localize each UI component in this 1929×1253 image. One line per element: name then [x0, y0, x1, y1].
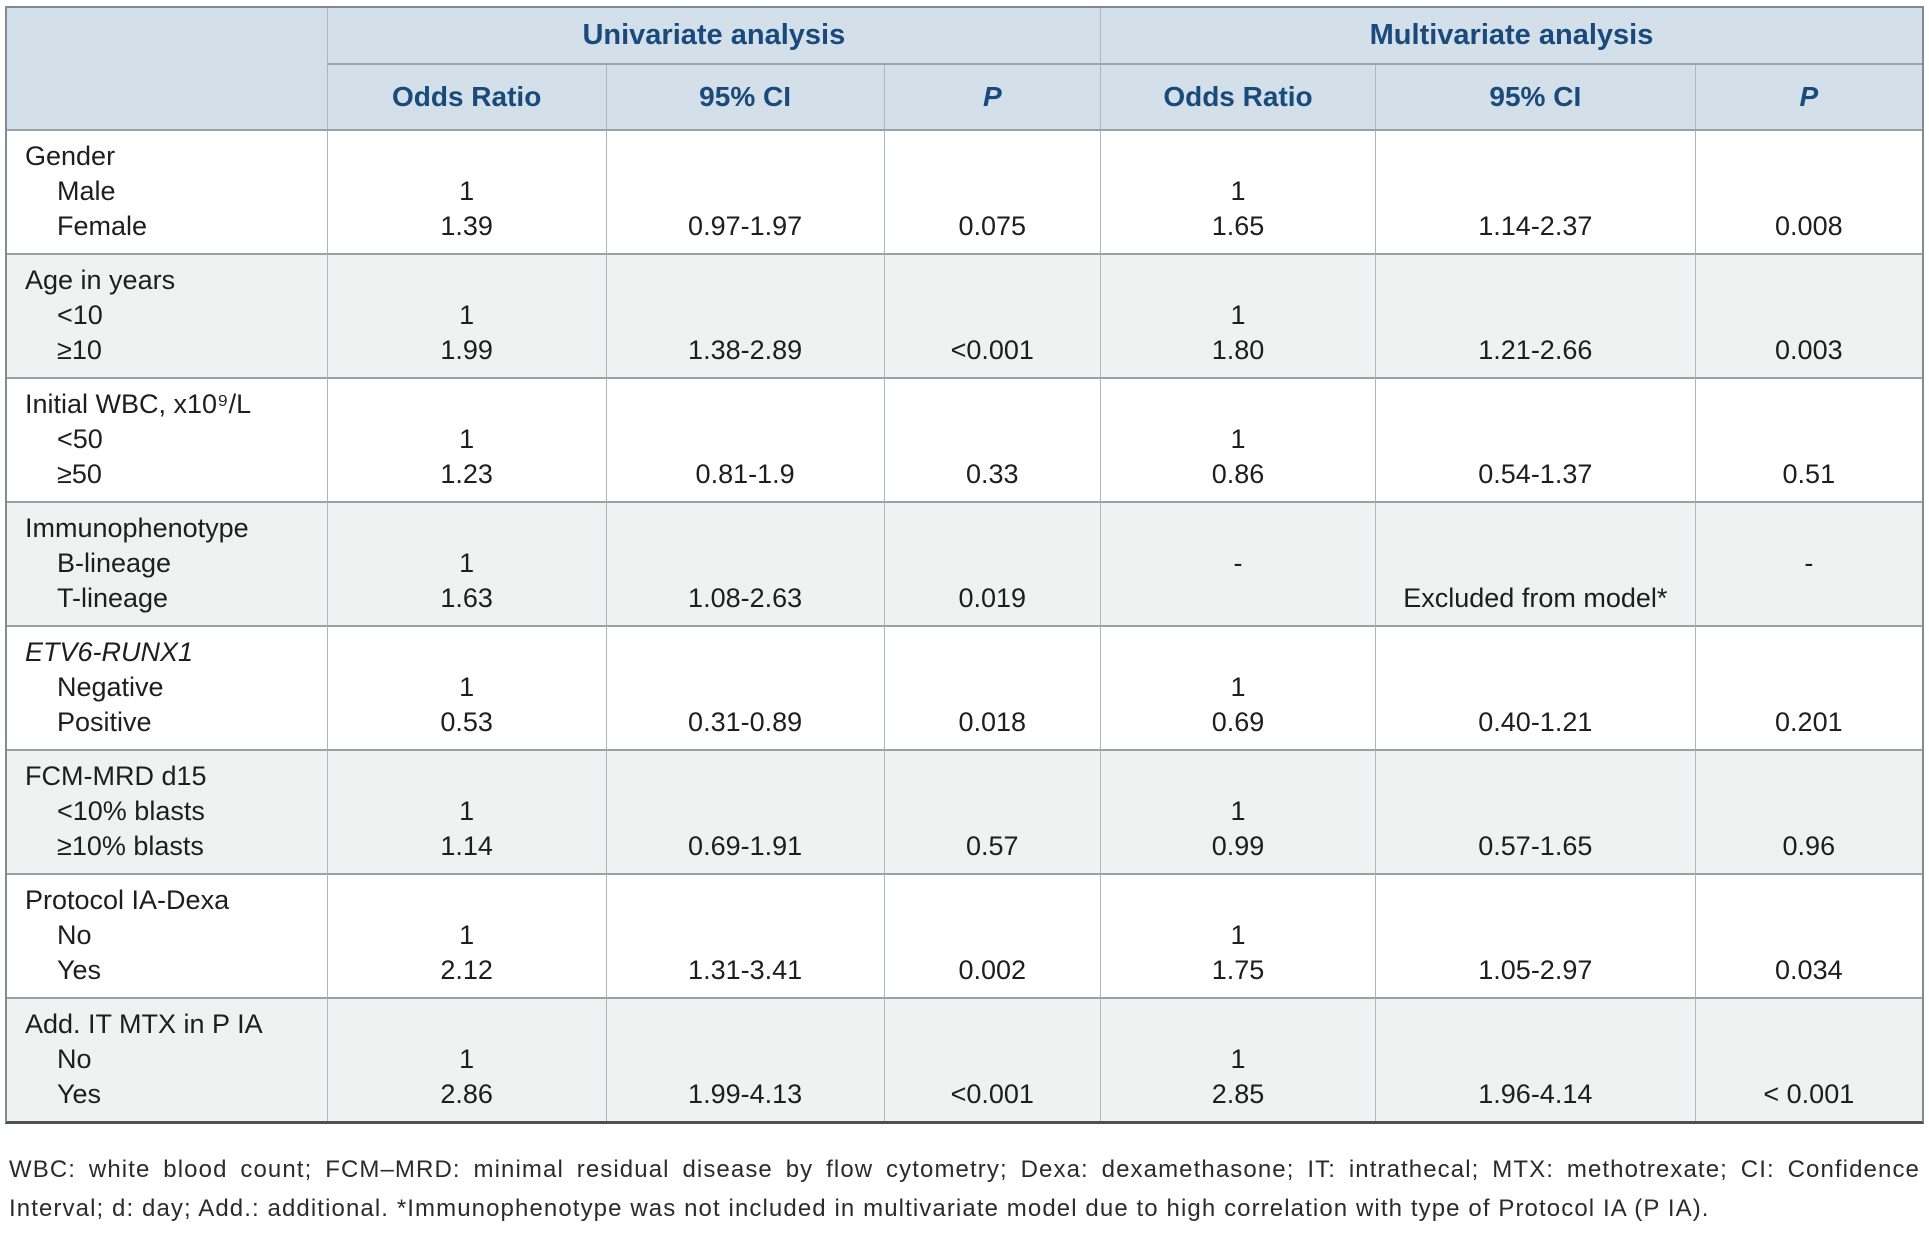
variable-name: Immunophenotype [25, 513, 249, 543]
col-header-uni-ci: 95% CI [605, 65, 884, 129]
col-header-multi-p: P [1694, 65, 1922, 129]
variable-name: Initial WBC, x10⁹/L [25, 389, 252, 419]
corner-header-cell [7, 8, 327, 129]
uni-p-cell: 0.57 [883, 749, 1100, 873]
variable-label-cell: FCM-MRD d15 <10% blasts ≥10% blasts [7, 749, 327, 873]
variable-name: Age in years [25, 265, 176, 295]
uni-ci-cell: 1.99-4.13 [605, 997, 884, 1121]
col-header-multi-ci: 95% CI [1374, 65, 1695, 129]
variable-label-cell: Initial WBC, x10⁹/L <50 ≥50 [7, 377, 327, 501]
multi-ci-cell: Excluded from model* [1374, 501, 1695, 625]
variable-level-1: <50 [57, 424, 103, 454]
variable-level-2: Yes [57, 1079, 102, 1109]
table-footnote: WBC: white blood count; FCM–MRD: minimal… [9, 1156, 1920, 1222]
variable-level-2: Yes [57, 955, 102, 985]
multi-ci-cell: 1.96-4.14 [1374, 997, 1695, 1121]
multi-odds-ratio-cell: - [1100, 501, 1375, 625]
multi-p-cell: - [1694, 501, 1922, 625]
uni-p-cell: 0.018 [883, 625, 1100, 749]
variable-label-cell: Gender Male Female [7, 129, 327, 253]
uni-ci-cell: 0.97-1.97 [605, 129, 884, 253]
multi-odds-ratio-cell: 1 0.99 [1100, 749, 1375, 873]
uni-ci-cell: 1.38-2.89 [605, 253, 884, 377]
multi-p-cell: 0.034 [1694, 873, 1922, 997]
col-header-uni-odds-ratio: Odds Ratio [326, 65, 606, 129]
variable-label-cell: Protocol IA-Dexa No Yes [7, 873, 327, 997]
multi-ci-cell: 1.14-2.37 [1374, 129, 1695, 253]
uni-odds-ratio-cell: 1 1.14 [326, 749, 606, 873]
multi-p-cell: 0.51 [1694, 377, 1922, 501]
multi-ci-cell: 1.21-2.66 [1374, 253, 1695, 377]
multi-odds-ratio-cell: 1 1.65 [1100, 129, 1375, 253]
multi-odds-ratio-cell: 1 1.75 [1100, 873, 1375, 997]
variable-name: ETV6-RUNX1 [25, 637, 194, 667]
multi-p-cell: < 0.001 [1694, 997, 1922, 1121]
uni-odds-ratio-cell: 1 1.39 [326, 129, 606, 253]
uni-ci-cell: 0.31-0.89 [605, 625, 884, 749]
uni-odds-ratio-cell: 1 2.86 [326, 997, 606, 1121]
multi-ci-cell: 0.57-1.65 [1374, 749, 1695, 873]
variable-label-cell: Add. IT MTX in P IA No Yes [7, 997, 327, 1121]
variable-level-2: T-lineage [57, 583, 169, 613]
uni-odds-ratio-cell: 1 2.12 [326, 873, 606, 997]
uni-p-cell: 0.075 [883, 129, 1100, 253]
variable-name: Protocol IA-Dexa [25, 885, 230, 915]
multi-odds-ratio-cell: 1 0.69 [1100, 625, 1375, 749]
variable-level-1: <10% blasts [57, 796, 205, 826]
odds-ratio-table: Univariate analysis Multivariate analysi… [5, 6, 1924, 1124]
multi-ci-cell: 0.54-1.37 [1374, 377, 1695, 501]
variable-level-1: No [57, 920, 92, 950]
multi-p-cell: 0.201 [1694, 625, 1922, 749]
multivariate-group-header: Multivariate analysis [1100, 8, 1922, 65]
uni-ci-cell: 1.31-3.41 [605, 873, 884, 997]
variable-level-1: <10 [57, 300, 103, 330]
uni-odds-ratio-cell: 1 1.23 [326, 377, 606, 501]
variable-level-1: Male [57, 176, 116, 206]
multi-odds-ratio-cell: 1 2.85 [1100, 997, 1375, 1121]
multi-p-cell: 0.003 [1694, 253, 1922, 377]
multi-ci-cell: 1.05-2.97 [1374, 873, 1695, 997]
col-header-uni-p: P [883, 65, 1100, 129]
uni-odds-ratio-cell: 1 1.99 [326, 253, 606, 377]
uni-p-cell: <0.001 [883, 997, 1100, 1121]
variable-name: Add. IT MTX in P IA [25, 1009, 263, 1039]
multi-p-cell: 0.008 [1694, 129, 1922, 253]
multi-odds-ratio-cell: 1 1.80 [1100, 253, 1375, 377]
variable-level-1: No [57, 1044, 92, 1074]
uni-ci-cell: 0.81-1.9 [605, 377, 884, 501]
variable-level-2: ≥50 [57, 459, 102, 489]
uni-odds-ratio-cell: 1 0.53 [326, 625, 606, 749]
uni-ci-cell: 1.08-2.63 [605, 501, 884, 625]
variable-name: Gender [25, 141, 116, 171]
variable-level-2: Positive [57, 707, 152, 737]
variable-level-1: B-lineage [57, 548, 172, 578]
variable-level-2: Female [57, 211, 148, 241]
variable-level-2: ≥10 [57, 335, 102, 365]
col-header-multi-odds-ratio: Odds Ratio [1100, 65, 1375, 129]
variable-level-2: ≥10% blasts [57, 831, 204, 861]
uni-odds-ratio-cell: 1 1.63 [326, 501, 606, 625]
variable-label-cell: Immunophenotype B-lineage T-lineage [7, 501, 327, 625]
multi-p-cell: 0.96 [1694, 749, 1922, 873]
uni-ci-cell: 0.69-1.91 [605, 749, 884, 873]
variable-label-cell: ETV6-RUNX1 Negative Positive [7, 625, 327, 749]
multi-ci-cell: 0.40-1.21 [1374, 625, 1695, 749]
uni-p-cell: <0.001 [883, 253, 1100, 377]
uni-p-cell: 0.33 [883, 377, 1100, 501]
uni-p-cell: 0.019 [883, 501, 1100, 625]
variable-level-1: Negative [57, 672, 164, 702]
multi-odds-ratio-cell: 1 0.86 [1100, 377, 1375, 501]
univariate-group-header: Univariate analysis [326, 8, 1100, 65]
uni-p-cell: 0.002 [883, 873, 1100, 997]
variable-label-cell: Age in years <10 ≥10 [7, 253, 327, 377]
variable-name: FCM-MRD d15 [25, 761, 207, 791]
